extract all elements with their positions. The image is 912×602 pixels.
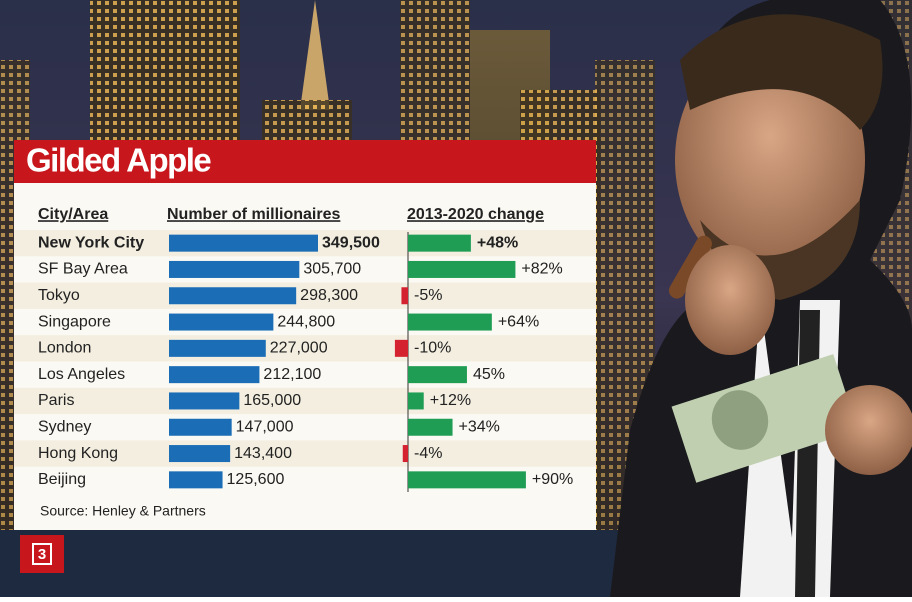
change-bar xyxy=(394,339,408,357)
row-stripe xyxy=(14,282,596,309)
value-label: 227,000 xyxy=(270,340,328,357)
bar xyxy=(169,418,232,436)
change-bar xyxy=(408,471,526,489)
category-label: Tokyo xyxy=(38,287,80,304)
change-bar xyxy=(402,445,408,463)
value-label: -4% xyxy=(414,445,442,462)
value-label: 244,800 xyxy=(277,313,335,330)
column-header: City/Area xyxy=(38,206,108,223)
category-label: Sydney xyxy=(38,418,91,435)
change-bar xyxy=(408,418,453,436)
bar xyxy=(169,339,266,357)
value-label: 125,600 xyxy=(227,471,285,488)
value-label: +34% xyxy=(459,418,500,435)
category-label: Singapore xyxy=(38,313,111,330)
value-label: +64% xyxy=(498,313,539,330)
row-stripe xyxy=(14,387,596,415)
value-label: +90% xyxy=(532,471,573,488)
change-bar xyxy=(408,234,471,252)
value-label: 298,300 xyxy=(300,287,358,304)
category-label: London xyxy=(38,340,91,357)
value-label: +82% xyxy=(521,261,562,278)
row-stripe xyxy=(14,440,596,467)
bar xyxy=(169,313,274,331)
bar xyxy=(169,445,231,463)
value-label: 165,000 xyxy=(243,392,301,409)
bar xyxy=(169,392,240,410)
value-label: +48% xyxy=(477,234,518,251)
value-label: 349,500 xyxy=(322,234,380,251)
badge-frame xyxy=(32,543,52,565)
value-label: +12% xyxy=(430,392,471,409)
badge-box xyxy=(20,535,64,573)
value-label: 45% xyxy=(473,366,505,383)
category-label: Los Angeles xyxy=(38,366,125,383)
bar xyxy=(169,366,260,384)
category-label: SF Bay Area xyxy=(38,261,128,278)
category-label: Hong Kong xyxy=(38,445,118,462)
badge: 3 xyxy=(38,546,46,563)
value-label: 305,700 xyxy=(303,261,361,278)
value-label: -10% xyxy=(414,340,451,357)
bar xyxy=(169,471,223,489)
bar xyxy=(169,234,318,252)
value-label: 212,100 xyxy=(263,366,321,383)
chart-title: Gilded Apple xyxy=(26,142,211,179)
category-label: Paris xyxy=(38,392,74,409)
source: Source: Henley & Partners xyxy=(40,503,206,519)
bar xyxy=(169,287,297,305)
value-label: -5% xyxy=(414,287,442,304)
change-bar xyxy=(408,313,492,331)
change-bar xyxy=(401,287,408,305)
column-header: Number of millionaires xyxy=(167,206,340,223)
bar xyxy=(169,260,300,278)
category-label: Beijing xyxy=(38,471,86,488)
change-bar xyxy=(408,366,467,384)
row-stripe xyxy=(14,335,596,362)
column-header: 2013-2020 change xyxy=(407,206,544,223)
category-label: New York City xyxy=(38,234,144,251)
value-label: 143,400 xyxy=(234,445,292,462)
change-bar xyxy=(408,392,424,410)
value-label: 147,000 xyxy=(236,418,294,435)
change-bar xyxy=(408,260,516,278)
